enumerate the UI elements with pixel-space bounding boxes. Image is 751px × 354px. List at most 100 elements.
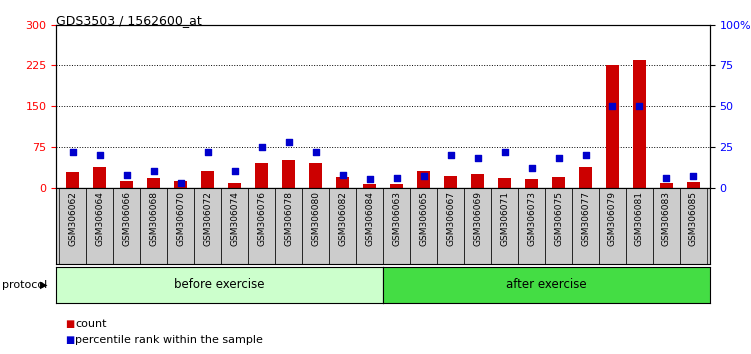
Text: GSM306069: GSM306069	[473, 192, 482, 246]
Text: GSM306075: GSM306075	[554, 192, 563, 246]
Text: GSM306065: GSM306065	[419, 192, 428, 246]
Bar	[302, 188, 329, 264]
Bar	[140, 188, 167, 264]
Bar	[572, 188, 599, 264]
Bar	[383, 188, 410, 264]
Bar	[552, 177, 566, 188]
Text: GSM306081: GSM306081	[635, 192, 644, 246]
Bar	[633, 60, 647, 188]
Point	[526, 165, 538, 171]
Text: GSM306072: GSM306072	[203, 192, 212, 246]
Text: GSM306085: GSM306085	[689, 192, 698, 246]
Bar	[464, 188, 491, 264]
Point	[553, 155, 565, 161]
Bar	[59, 188, 86, 264]
Point	[174, 180, 186, 185]
Text: before exercise: before exercise	[174, 279, 265, 291]
Point	[228, 169, 240, 174]
Bar	[228, 183, 241, 188]
Point	[607, 103, 619, 109]
Text: GSM306076: GSM306076	[257, 192, 266, 246]
Bar	[626, 188, 653, 264]
Point	[580, 152, 592, 158]
Point	[634, 103, 646, 109]
Bar	[579, 167, 593, 188]
Text: GSM306077: GSM306077	[581, 192, 590, 246]
Bar	[410, 188, 437, 264]
Point	[660, 175, 672, 181]
Point	[687, 173, 699, 179]
Point	[445, 152, 457, 158]
Bar	[356, 188, 383, 264]
Bar	[437, 188, 464, 264]
Bar	[167, 188, 194, 264]
Bar	[606, 65, 620, 188]
Bar	[659, 183, 673, 188]
Point	[201, 149, 213, 155]
Text: GSM306074: GSM306074	[230, 192, 239, 246]
Point	[94, 152, 106, 158]
Text: GSM306083: GSM306083	[662, 192, 671, 246]
Bar	[255, 163, 268, 188]
Text: GSM306063: GSM306063	[392, 192, 401, 246]
Bar	[525, 179, 538, 188]
Text: GSM306084: GSM306084	[365, 192, 374, 246]
Text: protocol: protocol	[2, 280, 47, 290]
Bar	[498, 178, 511, 188]
Bar	[282, 160, 295, 188]
Text: GSM306064: GSM306064	[95, 192, 104, 246]
Point	[309, 149, 321, 155]
Text: after exercise: after exercise	[506, 279, 587, 291]
Point	[336, 172, 348, 177]
Text: GSM306079: GSM306079	[608, 192, 617, 246]
Text: GSM306062: GSM306062	[68, 192, 77, 246]
Bar	[653, 188, 680, 264]
Text: GSM306068: GSM306068	[149, 192, 158, 246]
Bar	[146, 178, 160, 188]
Bar	[471, 174, 484, 188]
Text: percentile rank within the sample: percentile rank within the sample	[75, 335, 263, 345]
Text: GSM306067: GSM306067	[446, 192, 455, 246]
Bar	[113, 188, 140, 264]
Text: count: count	[75, 319, 107, 329]
Point	[67, 149, 79, 155]
Bar	[680, 188, 707, 264]
Text: GSM306082: GSM306082	[338, 192, 347, 246]
Bar	[336, 177, 349, 188]
Bar	[417, 171, 430, 188]
Bar	[119, 181, 133, 188]
Text: GSM306078: GSM306078	[284, 192, 293, 246]
Bar	[363, 184, 376, 188]
Text: GDS3503 / 1562600_at: GDS3503 / 1562600_at	[56, 14, 202, 27]
Point	[255, 144, 267, 150]
Bar	[518, 188, 545, 264]
Text: ■: ■	[65, 319, 74, 329]
Point	[472, 155, 484, 161]
Point	[363, 177, 376, 182]
Bar	[173, 181, 187, 188]
Bar	[66, 172, 80, 188]
Text: ■: ■	[65, 335, 74, 345]
Point	[282, 139, 294, 145]
Bar	[390, 184, 403, 188]
Bar	[275, 188, 302, 264]
Point	[391, 175, 403, 181]
Bar	[86, 188, 113, 264]
Bar	[201, 171, 214, 188]
Text: GSM306080: GSM306080	[311, 192, 320, 246]
Bar	[194, 188, 221, 264]
Bar	[221, 188, 248, 264]
Text: GSM306073: GSM306073	[527, 192, 536, 246]
Bar	[599, 188, 626, 264]
Point	[147, 169, 159, 174]
Text: GSM306070: GSM306070	[176, 192, 185, 246]
Bar	[329, 188, 356, 264]
Point	[499, 149, 511, 155]
Bar	[491, 188, 518, 264]
Text: GSM306066: GSM306066	[122, 192, 131, 246]
Text: GSM306071: GSM306071	[500, 192, 509, 246]
Point	[120, 172, 132, 177]
Bar	[93, 167, 107, 188]
Point	[418, 173, 430, 179]
Bar	[248, 188, 275, 264]
